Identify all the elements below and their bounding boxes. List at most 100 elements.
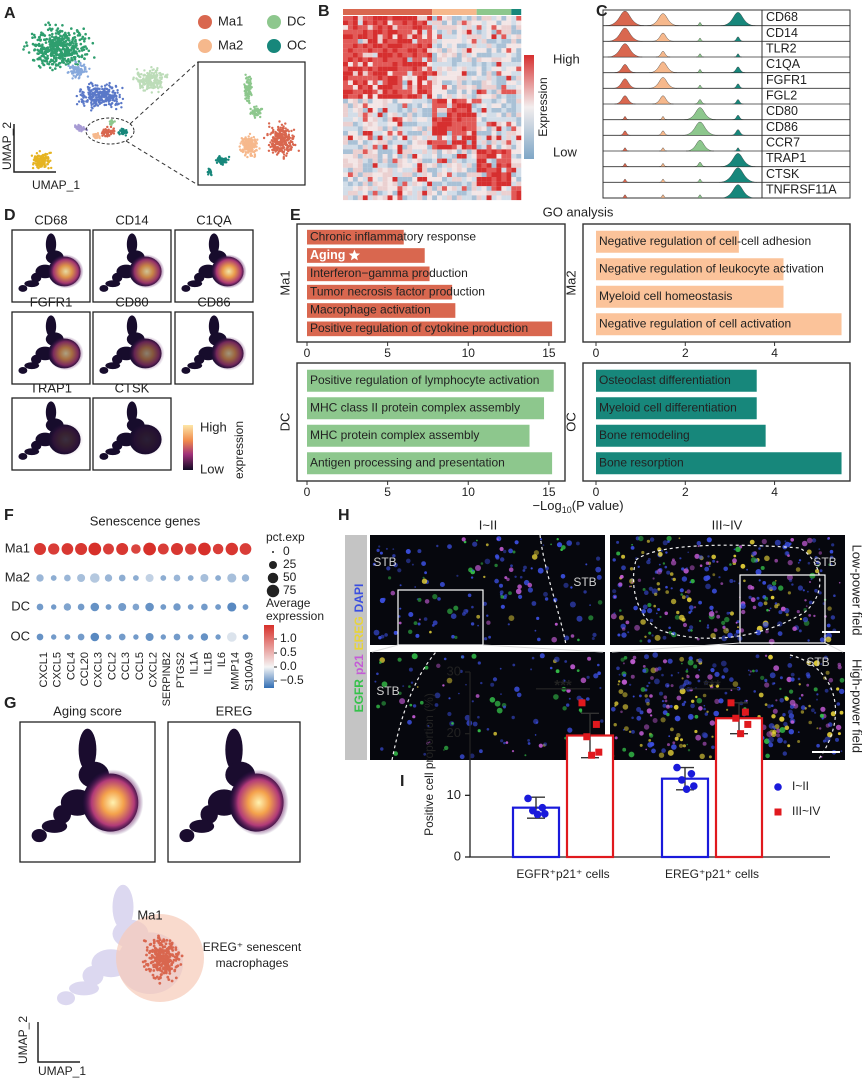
stained-cell xyxy=(724,691,728,695)
cell-point xyxy=(93,56,96,59)
heat-cell xyxy=(511,103,517,109)
heat-cell xyxy=(382,43,388,49)
heat-cell xyxy=(397,126,403,132)
stained-cell xyxy=(418,618,421,621)
stained-cell xyxy=(797,740,801,743)
cell-point xyxy=(252,146,256,149)
gene-label: CD86 xyxy=(766,120,798,134)
heat-cell xyxy=(407,140,413,145)
cell-point xyxy=(146,86,149,89)
stained-cell xyxy=(647,557,651,561)
stained-cell xyxy=(477,624,479,627)
violin xyxy=(732,99,744,105)
embedding-shape xyxy=(112,272,123,283)
stained-cell xyxy=(748,595,752,600)
cell-point xyxy=(277,140,281,144)
stained-cell xyxy=(625,620,630,625)
heat-cell xyxy=(392,34,398,40)
heat-cell xyxy=(491,66,497,72)
cell-point xyxy=(71,52,75,55)
cell-point xyxy=(81,35,85,39)
stained-cell xyxy=(660,717,666,723)
cell-point xyxy=(82,102,85,105)
violin xyxy=(614,64,636,73)
stained-cell xyxy=(805,672,811,677)
heat-cell xyxy=(496,149,502,155)
heat-cell xyxy=(427,34,433,40)
heat-cell xyxy=(417,20,423,26)
heat-cell xyxy=(362,135,368,141)
stained-cell xyxy=(745,699,748,702)
stained-cell xyxy=(628,730,632,733)
cell-point xyxy=(241,150,245,154)
heat-cell xyxy=(352,103,358,109)
heat-cell xyxy=(397,80,403,86)
heat-cell xyxy=(367,135,373,141)
heat-cell xyxy=(461,121,467,127)
cell-point xyxy=(32,163,35,166)
heat-cell xyxy=(357,154,363,159)
cell-point xyxy=(66,51,69,55)
heat-cell xyxy=(466,94,472,99)
heat-cell xyxy=(417,126,423,132)
embedding-shape xyxy=(45,401,57,424)
heat-cell xyxy=(511,16,517,21)
micrograph-cells xyxy=(372,536,603,643)
stained-cell xyxy=(800,693,804,697)
heat-cell xyxy=(343,16,348,21)
cell-point xyxy=(163,945,167,949)
heat-cell xyxy=(456,103,462,109)
heat-cell xyxy=(471,62,477,67)
stained-cell xyxy=(702,741,707,746)
cell-point xyxy=(150,71,154,75)
heat-cell xyxy=(442,177,447,182)
heat-cell xyxy=(372,75,378,81)
x-tick-label: 0 xyxy=(593,346,600,360)
cell-point xyxy=(252,142,255,146)
stained-cell xyxy=(432,620,438,626)
heat-cell xyxy=(466,43,472,49)
heat-cell xyxy=(352,20,358,26)
stained-cell xyxy=(380,747,384,751)
heat-cell xyxy=(491,112,497,118)
plot-title: CD80 xyxy=(115,294,148,309)
heat-cell xyxy=(352,80,358,86)
axis-label: −Log10(P value) xyxy=(532,498,623,515)
heat-cell xyxy=(496,131,502,136)
heat-cell xyxy=(412,117,418,122)
cell-point xyxy=(75,94,79,98)
dot xyxy=(157,543,169,555)
cell-point xyxy=(244,92,247,95)
heat-cell xyxy=(412,52,418,58)
heat-cell xyxy=(417,190,423,196)
heat-cell xyxy=(516,154,522,159)
stained-cell xyxy=(639,639,643,643)
heat-cell xyxy=(437,154,443,159)
heat-cell xyxy=(343,158,348,164)
heat-cell xyxy=(466,149,472,155)
cell-point xyxy=(117,102,120,106)
heat-cell xyxy=(451,190,457,196)
violin xyxy=(684,107,716,120)
stained-cell xyxy=(408,667,413,672)
stained-cell xyxy=(640,687,646,692)
stained-cell xyxy=(641,550,645,555)
cell-point xyxy=(114,84,118,88)
cell-point xyxy=(109,103,112,107)
cell-point xyxy=(215,159,219,162)
heat-cell xyxy=(372,158,378,164)
heat-cell xyxy=(343,62,348,67)
heat-cell xyxy=(476,163,482,168)
heat-cell xyxy=(442,172,447,178)
stained-cell xyxy=(765,680,768,683)
point-cloud xyxy=(243,73,253,105)
cell-point xyxy=(38,157,41,160)
heat-cell xyxy=(357,25,363,30)
cell-point xyxy=(248,145,251,148)
heat-cell xyxy=(491,121,497,127)
heat-cell xyxy=(417,186,423,191)
heat-cell xyxy=(407,71,413,76)
cell-point xyxy=(63,57,66,61)
cell-point xyxy=(283,153,286,156)
stained-cell xyxy=(569,601,576,608)
